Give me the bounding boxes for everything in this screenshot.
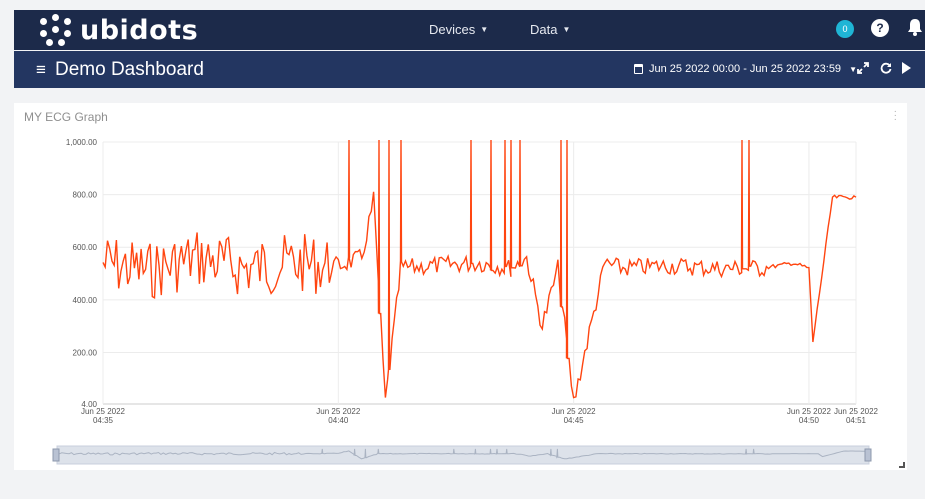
calendar-icon xyxy=(634,64,643,74)
x-tick-date-label: Jun 25 2022 xyxy=(316,407,361,416)
nav-data-label: Data xyxy=(530,22,558,37)
ecg-series-line xyxy=(102,139,857,399)
ecg-graph-widget: MY ECG Graph · · · xyxy=(14,103,907,470)
dashboard-title[interactable]: Demo Dashboard xyxy=(55,59,204,80)
x-tick-time-label: 04:35 xyxy=(93,416,114,425)
range-navigator[interactable] xyxy=(52,445,872,465)
y-tick-label: 800.00 xyxy=(73,191,98,200)
navigator-track[interactable] xyxy=(56,445,870,465)
y-tick-label: 400.00 xyxy=(73,296,98,305)
dashboard-bar: ≡ Demo Dashboard Jun 25 2022 00:00 - Jun… xyxy=(14,51,925,88)
y-tick-label: 1,000.00 xyxy=(66,138,98,147)
brand-name: ubidots xyxy=(80,14,199,46)
nav-devices-label: Devices xyxy=(429,22,476,37)
navigator-right-handle[interactable] xyxy=(864,448,872,462)
caret-down-icon: ▼ xyxy=(480,25,489,34)
caret-down-icon: ▼ xyxy=(849,64,857,74)
caret-down-icon: ▼ xyxy=(562,25,571,34)
x-tick-time-label: 04:45 xyxy=(564,416,585,425)
x-tick-date-label: Jun 25 2022 xyxy=(81,407,126,416)
navigator-series-line xyxy=(56,448,869,460)
navigator-left-handle[interactable] xyxy=(52,448,60,462)
y-tick-label: 600.00 xyxy=(73,243,98,252)
x-tick-time-label: 04:51 xyxy=(846,416,867,425)
bell-icon[interactable] xyxy=(908,18,922,38)
x-tick-time-label: 04:40 xyxy=(328,416,349,425)
logo-icon xyxy=(40,14,72,46)
fullscreen-icon[interactable] xyxy=(857,62,869,77)
ubidots-logo[interactable]: ubidots xyxy=(40,12,198,48)
notification-count-badge[interactable]: 0 xyxy=(836,20,854,38)
x-tick-date-label: Jun 25 2022 xyxy=(834,407,879,416)
date-range-label: Jun 25 2022 00:00 - Jun 25 2022 23:59 xyxy=(649,63,842,75)
nav-devices[interactable]: Devices ▼ xyxy=(429,22,488,37)
refresh-icon[interactable] xyxy=(880,62,892,77)
y-axis: 4.00 200.00 400.00 600.00 800.00 1,000.00 xyxy=(66,138,98,409)
nav-data[interactable]: Data ▼ xyxy=(530,22,570,37)
x-tick-time-label: 04:50 xyxy=(799,416,820,425)
widget-options-icon[interactable]: · · · xyxy=(893,106,897,125)
chart-grid xyxy=(102,141,857,405)
top-navbar: ubidots Devices ▼ Data ▼ 0 ? xyxy=(14,10,925,50)
x-tick-date-label: Jun 25 2022 xyxy=(787,407,832,416)
y-tick-label: 4.00 xyxy=(81,400,97,409)
hamburger-menu-icon[interactable]: ≡ xyxy=(36,60,46,79)
x-tick-date-label: Jun 25 2022 xyxy=(552,407,597,416)
help-icon[interactable]: ? xyxy=(871,19,889,37)
play-icon[interactable] xyxy=(901,62,911,77)
date-range-picker[interactable]: Jun 25 2022 00:00 - Jun 25 2022 23:59 ▼ xyxy=(634,63,857,75)
widget-title: MY ECG Graph xyxy=(24,110,108,124)
resize-handle-icon[interactable] xyxy=(899,462,905,468)
y-tick-label: 200.00 xyxy=(73,348,98,357)
